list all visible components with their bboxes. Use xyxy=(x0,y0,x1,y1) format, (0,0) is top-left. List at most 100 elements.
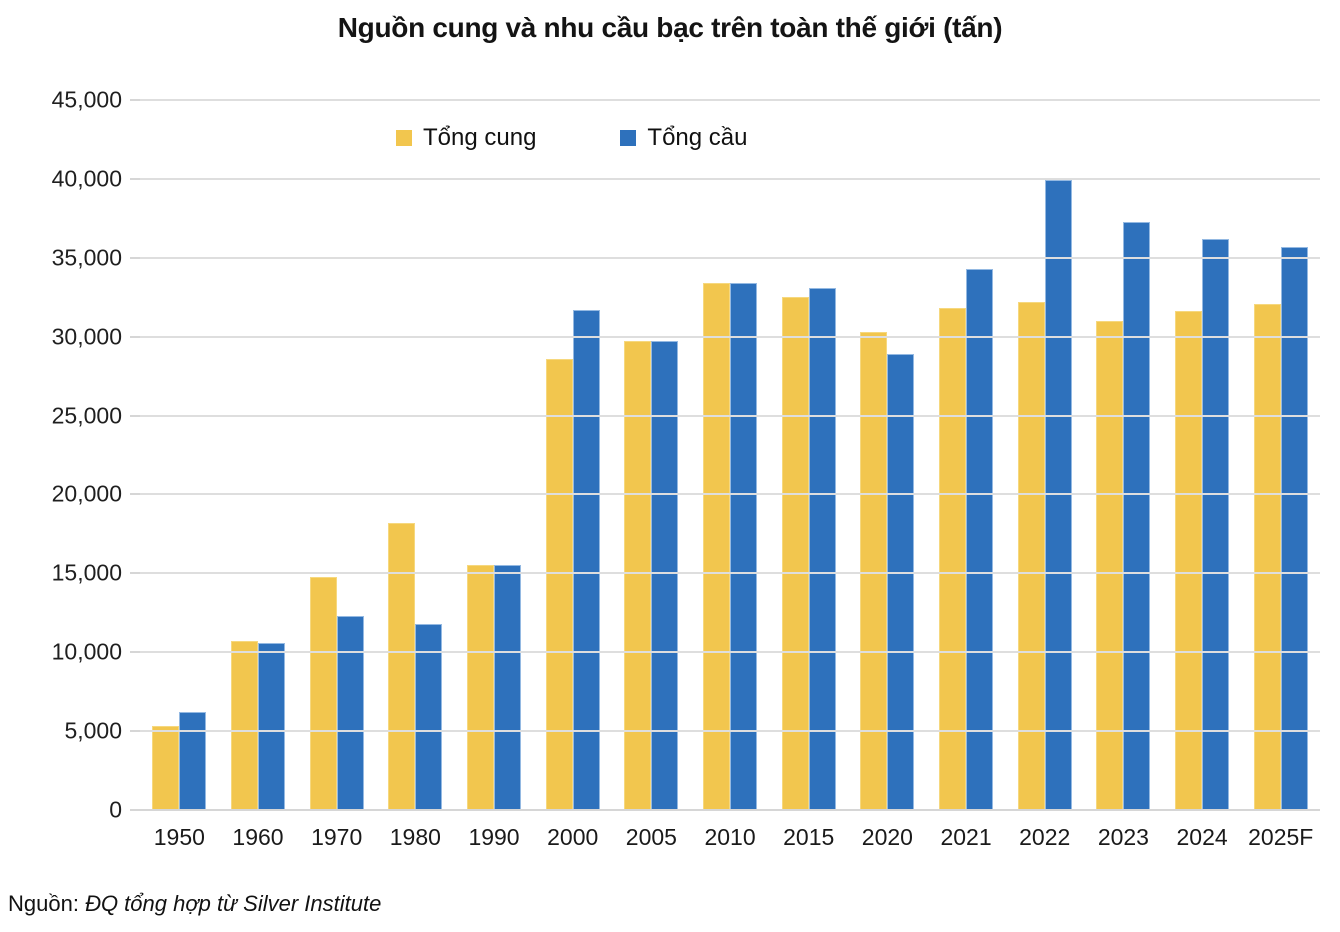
bar-demand-1980 xyxy=(415,623,443,810)
bar-supply-2021 xyxy=(939,308,967,810)
chart-legend: Tổng cung Tổng cầu xyxy=(396,124,748,152)
gridline-25000 xyxy=(140,414,1320,417)
source-note: Nguồn: ĐQ tổng hợp từ Silver Institute xyxy=(8,891,381,917)
bar-demand-2015 xyxy=(808,287,836,810)
bars-layer xyxy=(140,100,1320,810)
bar-group-1980 xyxy=(376,100,455,810)
bar-demand-2024 xyxy=(1202,238,1230,810)
bar-supply-2024 xyxy=(1175,311,1203,810)
x-axis-label-2022: 2022 xyxy=(1019,824,1071,850)
y-tick-45000 xyxy=(130,99,140,101)
x-axis-label-2005: 2005 xyxy=(625,824,677,850)
x-axis-label-2015: 2015 xyxy=(783,824,835,850)
bar-supply-2022 xyxy=(1017,301,1045,810)
x-axis-labels: 1950 1960 1970 1980 1990 2000 2005 2010 2015 2020… xyxy=(140,824,1320,851)
bar-group-1970 xyxy=(297,100,376,810)
y-tick-0 xyxy=(130,809,140,811)
x-axis-line xyxy=(140,809,1320,811)
gridline-10000 xyxy=(140,651,1320,654)
bar-group-1960 xyxy=(219,100,298,810)
bar-demand-1990 xyxy=(494,565,522,810)
legend-label-demand: Tổng cầu xyxy=(647,124,748,151)
bar-demand-2005 xyxy=(651,341,679,810)
x-axis-label-2020: 2020 xyxy=(861,824,913,850)
y-tick-40000 xyxy=(130,177,140,180)
x-axis-label-1950: 1950 xyxy=(153,824,205,850)
y-axis-label-30000: 30,000 xyxy=(51,323,122,350)
bar-demand-2000 xyxy=(572,309,600,810)
legend-label-supply: Tổng cung xyxy=(423,124,537,151)
bar-supply-1990 xyxy=(467,565,495,810)
y-tick-35000 xyxy=(130,256,140,259)
bar-demand-1960 xyxy=(258,642,285,810)
demand-swatch-icon xyxy=(620,130,637,146)
x-axis-label-1960: 1960 xyxy=(232,824,284,850)
legend-item-supply: Tổng cung xyxy=(396,124,536,152)
bar-supply-2000 xyxy=(545,358,573,810)
y-axis-label-45000: 45,000 xyxy=(51,86,122,113)
x-axis-label-2023: 2023 xyxy=(1097,824,1149,850)
chart-title: Nguồn cung và nhu cầu bạc trên toàn thế … xyxy=(337,12,1003,43)
bar-demand-2025F xyxy=(1280,246,1308,810)
x-axis-label-2021: 2021 xyxy=(940,824,992,850)
y-tick-20000 xyxy=(130,493,140,496)
supply-swatch-icon xyxy=(396,130,412,146)
source-text: ĐQ tổng hợp từ Silver Institute xyxy=(85,891,382,916)
x-axis-label-2010: 2010 xyxy=(704,824,756,850)
y-tick-5000 xyxy=(130,730,140,733)
y-axis-label-15000: 15,000 xyxy=(51,559,122,586)
bar-group-1950 xyxy=(140,100,219,810)
y-tick-30000 xyxy=(130,335,140,338)
x-axis-label-1970: 1970 xyxy=(311,824,363,850)
bar-group-2024 xyxy=(1163,100,1242,810)
gridline-40000 xyxy=(140,177,1320,180)
x-axis-label-1990: 1990 xyxy=(468,824,520,850)
x-axis-label-2025F: 2025F xyxy=(1248,824,1314,850)
x-axis-label-2024: 2024 xyxy=(1176,824,1228,850)
gridline-15000 xyxy=(140,572,1320,575)
bar-supply-2005 xyxy=(624,341,652,810)
bar-supply-1970 xyxy=(309,576,337,810)
bar-supply-2025F xyxy=(1253,303,1281,810)
bar-group-2020 xyxy=(848,100,927,810)
gridline-30000 xyxy=(140,335,1320,338)
bar-demand-1950 xyxy=(179,712,207,810)
x-axis-label-1980: 1980 xyxy=(389,824,441,850)
bar-group-2005 xyxy=(612,100,691,810)
y-axis-label-20000: 20,000 xyxy=(51,480,122,507)
bar-group-1990 xyxy=(455,100,534,810)
y-tick-15000 xyxy=(130,572,140,575)
bar-supply-1980 xyxy=(388,522,416,810)
bar-group-2000 xyxy=(533,100,612,810)
gridline-35000 xyxy=(140,256,1320,259)
bar-group-2025F xyxy=(1241,100,1320,810)
bar-demand-2021 xyxy=(966,268,994,810)
bar-supply-2023 xyxy=(1096,320,1124,810)
gridline-5000 xyxy=(140,730,1320,733)
bar-supply-1960 xyxy=(231,641,258,810)
bar-demand-2010 xyxy=(730,283,758,810)
source-prefix: Nguồn: xyxy=(8,891,86,916)
plot-area: 0 5,000 10,000 15,000 20,000 25,000 30,000 35,0… xyxy=(52,87,1320,823)
bar-supply-2015 xyxy=(781,297,809,810)
bar-supply-2010 xyxy=(703,283,731,810)
bar-supply-2020 xyxy=(860,331,888,810)
gridline-20000 xyxy=(140,493,1320,496)
bar-group-2021 xyxy=(927,100,1006,810)
y-tick-25000 xyxy=(130,414,140,417)
y-tick-10000 xyxy=(130,651,140,654)
bar-group-2023 xyxy=(1084,100,1163,810)
legend-item-demand: Tổng cầu xyxy=(620,124,748,152)
y-axis-label-25000: 25,000 xyxy=(51,402,122,429)
bar-demand-2023 xyxy=(1123,221,1151,810)
y-axis-label-35000: 35,000 xyxy=(51,244,122,271)
bar-demand-2020 xyxy=(887,354,915,810)
y-axis-label-5000: 5,000 xyxy=(64,717,122,744)
gridline-45000 xyxy=(140,99,1320,101)
bar-demand-1970 xyxy=(336,615,364,810)
y-axis-label-40000: 40,000 xyxy=(51,165,122,192)
bar-group-2010 xyxy=(691,100,770,810)
bar-group-2022 xyxy=(1005,100,1084,810)
bar-supply-1950 xyxy=(152,726,180,810)
